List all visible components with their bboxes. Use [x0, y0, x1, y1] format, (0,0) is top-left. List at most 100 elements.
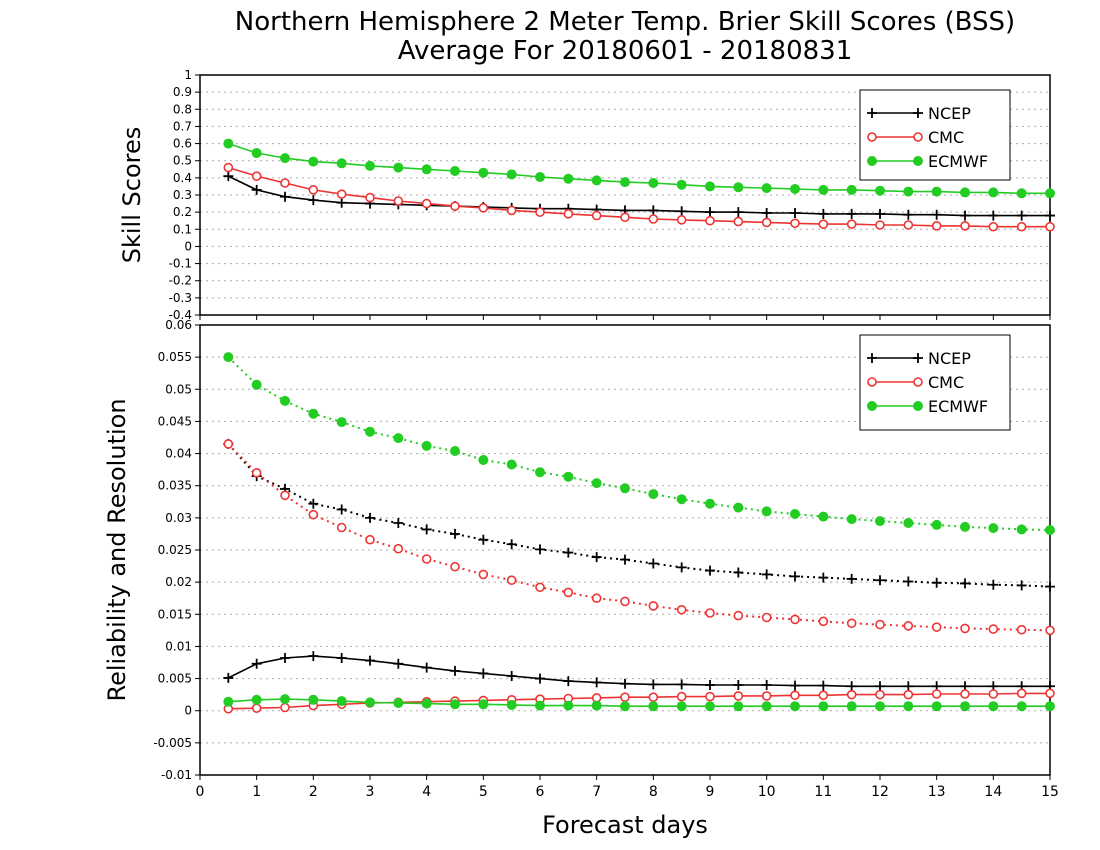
data-point-ecmwf: [421, 698, 432, 709]
legend-marker-ncep: [867, 353, 877, 363]
data-point-ecmwf: [223, 352, 234, 363]
data-point-ecmwf: [790, 184, 800, 194]
data-point-ecmwf: [308, 408, 319, 419]
data-point-cmc: [620, 692, 630, 703]
data-point-ecmwf: [365, 697, 375, 708]
legend: NCEP CMC ECMWF: [859, 334, 1011, 431]
data-point-ecmwf: [705, 498, 715, 509]
data-point-ncep: [761, 680, 772, 690]
legend-label-ncep: NCEP: [928, 349, 971, 368]
data-point-ecmwf: [648, 701, 659, 712]
data-point-ncep: [676, 679, 687, 690]
x-tick-label: 6: [536, 784, 545, 800]
data-point-ecmwf: [875, 185, 885, 196]
legend-marker-ecmwf: [867, 156, 877, 166]
data-point-cmc: [506, 575, 517, 586]
data-point-ecmwf: [280, 395, 290, 406]
data-point-ecmwf: [280, 694, 290, 705]
data-point-ecmwf: [365, 160, 375, 171]
data-point-ecmwf: [761, 183, 772, 194]
data-point-ecmwf: [563, 471, 574, 482]
data-point-ncep: [988, 579, 999, 590]
data-point-cmc: [960, 689, 970, 699]
data-point-cmc: [620, 596, 630, 607]
data-point-cmc: [761, 217, 772, 228]
data-point-ecmwf: [1045, 525, 1055, 536]
data-point-ecmwf: [336, 696, 347, 707]
legend-label-ncep: NCEP: [928, 104, 971, 123]
data-point-ncep: [365, 512, 375, 523]
y-tick-label: 0.04: [165, 447, 192, 461]
data-point-cmc: [223, 439, 234, 449]
data-point-cmc: [705, 691, 715, 702]
data-point-cmc: [336, 522, 347, 533]
legend-marker-cmc: [913, 377, 923, 387]
data-point-ncep: [705, 207, 715, 218]
data-point-ecmwf: [280, 153, 290, 164]
data-point-ecmwf: [421, 440, 432, 451]
data-point-ecmwf: [818, 701, 829, 712]
data-point-ecmwf: [960, 701, 970, 712]
data-point-ncep: [846, 208, 857, 219]
data-point-ncep: [705, 565, 715, 576]
series-line-ncep: [227, 443, 1051, 588]
data-point-cmc: [251, 171, 262, 181]
data-point-ncep: [308, 651, 319, 662]
data-point-ncep: [1045, 210, 1055, 221]
data-point-cmc: [931, 221, 942, 231]
chart-title-line1: Northern Hemisphere 2 Meter Temp. Brier …: [235, 7, 1015, 37]
data-point-ncep: [223, 171, 234, 182]
legend-label-ecmwf: ECMWF: [928, 397, 988, 416]
data-point-ecmwf: [875, 701, 885, 712]
data-point-cmc: [1045, 221, 1055, 232]
data-point-cmc: [931, 622, 942, 632]
data-point-ecmwf: [1016, 188, 1027, 199]
data-point-ecmwf: [988, 523, 999, 534]
data-point-ecmwf: [988, 701, 999, 712]
data-point-ecmwf: [336, 417, 347, 428]
data-point-cmc: [280, 490, 290, 501]
data-point-cmc: [1045, 625, 1055, 636]
data-point-cmc: [733, 216, 744, 227]
y-tick-label: 0.7: [173, 119, 192, 133]
data-point-ecmwf: [705, 181, 715, 192]
y-tick-label: -0.01: [161, 768, 192, 782]
data-point-ncep: [450, 528, 460, 539]
x-tick-label: 0: [196, 784, 205, 800]
data-point-ncep: [620, 678, 630, 689]
legend-marker-ecmwf: [867, 401, 877, 411]
x-tick-label: 11: [814, 784, 832, 800]
data-point-ecmwf: [506, 699, 517, 710]
data-point-ecmwf: [591, 175, 602, 186]
data-point-ecmwf: [1045, 701, 1055, 712]
legend-label-ecmwf: ECMWF: [928, 152, 988, 171]
data-point-ncep: [960, 210, 970, 221]
data-point-cmc: [308, 509, 319, 520]
y-tick-label: 0.035: [158, 479, 192, 493]
data-point-ncep: [506, 671, 517, 681]
data-point-ecmwf: [620, 177, 630, 188]
data-point-ncep: [790, 571, 800, 582]
data-point-ncep: [535, 544, 545, 555]
data-point-cmc: [280, 702, 290, 713]
data-point-ncep: [790, 680, 800, 691]
x-tick-label: 12: [871, 784, 889, 800]
data-point-ncep: [761, 569, 772, 580]
data-point-ecmwf: [733, 502, 744, 513]
data-point-ncep: [591, 552, 602, 563]
data-point-cmc: [903, 621, 914, 631]
x-tick-label: 4: [422, 784, 431, 800]
x-tick-label: 10: [758, 784, 776, 800]
data-point-ncep: [1016, 580, 1027, 591]
data-point-ncep: [818, 572, 829, 583]
x-tick-label: 9: [706, 784, 715, 800]
data-point-ecmwf: [903, 701, 914, 712]
data-point-cmc: [336, 189, 347, 199]
data-point-ncep: [733, 680, 744, 690]
y-tick-label: -0.4: [169, 308, 192, 322]
y-tick-label: 0.055: [158, 350, 192, 364]
data-point-ecmwf: [620, 483, 630, 494]
data-point-ncep: [421, 662, 432, 673]
x-tick-label: 8: [649, 784, 658, 800]
data-point-cmc: [365, 534, 375, 545]
